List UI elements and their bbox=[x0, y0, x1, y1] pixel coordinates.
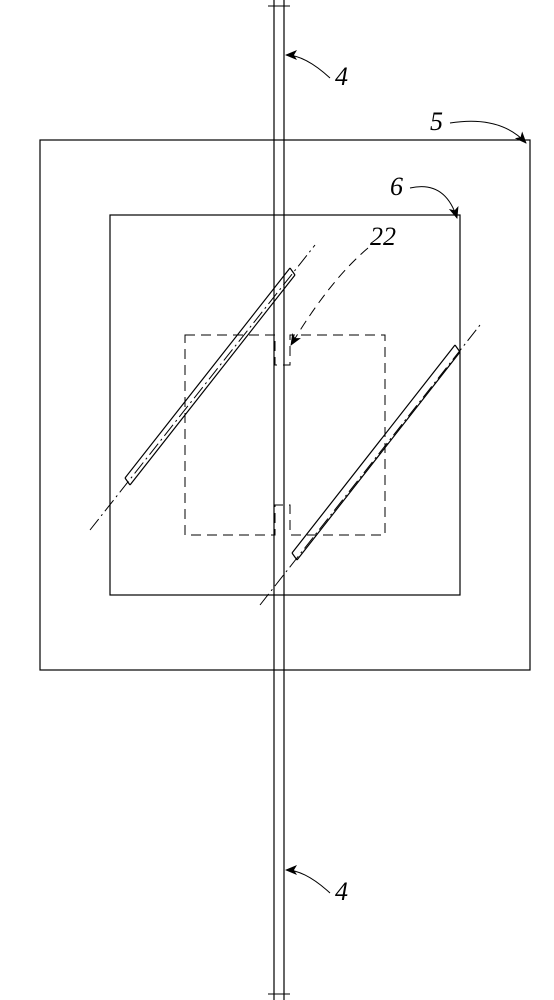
leader-arrow bbox=[291, 248, 368, 345]
label-22: 22 bbox=[370, 222, 396, 251]
label-4-bottom: 4 bbox=[335, 877, 348, 906]
outer-square bbox=[40, 140, 530, 670]
leader-arrow bbox=[286, 870, 330, 893]
slot-upper-left-edge-a bbox=[125, 268, 290, 478]
leader-arrow bbox=[286, 55, 330, 78]
dashed-hidden-square bbox=[185, 335, 385, 535]
slot-upper-left-axis bbox=[90, 245, 315, 530]
label-5: 5 bbox=[430, 107, 443, 136]
leader-arrow bbox=[410, 187, 457, 218]
label-6: 6 bbox=[390, 172, 403, 201]
label-4-top: 4 bbox=[335, 62, 348, 91]
slot-lower-right-edge-b bbox=[297, 352, 460, 560]
slot-lower-right-edge-a bbox=[292, 345, 455, 553]
slot-lower-right-axis bbox=[260, 325, 480, 605]
slot-upper-left-edge-b bbox=[130, 275, 295, 485]
technical-diagram: 5 6 22 4 4 bbox=[0, 0, 554, 1000]
